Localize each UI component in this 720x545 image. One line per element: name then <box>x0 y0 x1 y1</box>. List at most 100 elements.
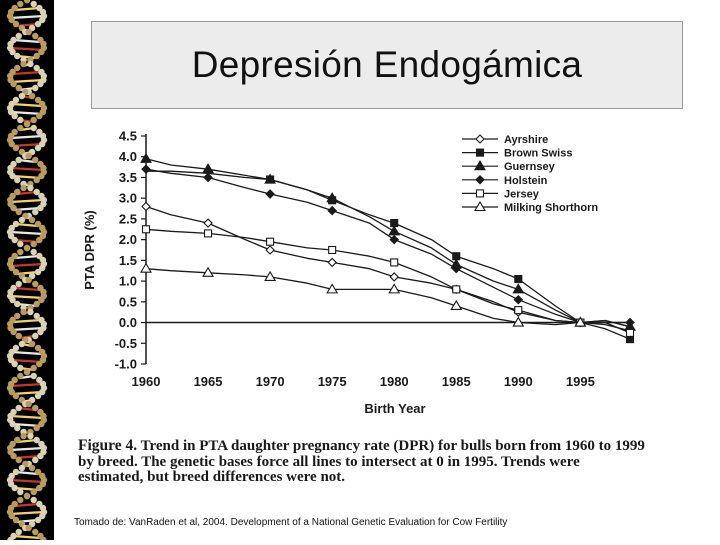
marker-holstein <box>389 234 399 245</box>
dna-rung <box>17 54 37 60</box>
dna-strand-dot <box>18 464 26 472</box>
dna-strand-dot <box>33 188 40 196</box>
dna-strand-dot <box>15 84 22 92</box>
dna-strand-dot <box>27 432 34 440</box>
dna-strand-dot <box>25 400 32 408</box>
marker-milking-shorthorn <box>326 283 339 294</box>
dna-strand-dot <box>30 124 37 132</box>
dna-strand-dot <box>36 360 43 368</box>
dna-strand-dot <box>33 424 40 432</box>
dna-strand-dot <box>10 452 17 460</box>
x-tick-label: 1990 <box>504 374 533 389</box>
dna-strand-dot <box>28 464 36 472</box>
dna-strand-dot <box>23 0 31 4</box>
dna-rung <box>10 134 44 140</box>
dna-strand-dot <box>11 236 18 244</box>
dna-strand-dot <box>14 312 21 320</box>
title-box: Depresión Endogámica <box>91 21 683 109</box>
dna-strand-dot <box>39 140 46 148</box>
dna-strand-dot <box>17 496 24 504</box>
dna-strand-dot <box>36 112 43 120</box>
dna-strand-dot <box>30 488 37 496</box>
marker-guernsey <box>202 163 215 174</box>
dna-strand-dot <box>32 84 39 92</box>
legend-label-ayrshire: Ayrshire <box>504 134 548 146</box>
dna-strand-dot <box>36 484 43 492</box>
dna-strand-dot <box>20 308 27 316</box>
x-axis-title: Birth Year <box>364 401 425 416</box>
dna-rung <box>9 14 45 20</box>
dna-strand-dot <box>12 344 20 352</box>
caption-label: Figure 4. <box>78 437 138 454</box>
marker-milking-shorthorn <box>388 283 401 294</box>
dna-strand-dot <box>34 516 42 524</box>
series-line-holstein <box>145 168 630 324</box>
dna-rung <box>9 230 45 236</box>
dna-strand-dot <box>12 20 20 28</box>
dna-rung <box>10 446 44 452</box>
marker-jersey <box>141 225 151 234</box>
dna-rung <box>9 478 45 484</box>
legend-label-jersey: Jersey <box>504 188 540 200</box>
dna-strand-dot <box>14 52 21 60</box>
marker-jersey <box>266 237 275 246</box>
y-tick-label: 2.5 <box>119 211 137 226</box>
series-line-jersey <box>145 228 631 334</box>
x-tick-label: 1980 <box>380 374 409 389</box>
dna-strand-dot <box>11 112 18 120</box>
y-tick-label: -0.5 <box>115 336 137 351</box>
dna-strand-dot <box>39 264 46 272</box>
dna-strand-dot <box>17 372 24 380</box>
dna-strand-dot <box>33 312 40 320</box>
caption-text: Trend in PTA daughter pregnancy rate (DP… <box>78 438 645 485</box>
dna-strand-dot <box>32 208 39 216</box>
marker-holstein <box>513 294 524 305</box>
dna-strand-dot <box>32 404 39 412</box>
dna-strand-dot <box>10 80 17 88</box>
dna-rung <box>10 414 44 420</box>
dna-strand-dot <box>11 360 18 368</box>
dna-strand-dot <box>23 492 31 500</box>
dna-strand-dot <box>28 340 36 348</box>
chart-axes <box>145 134 630 364</box>
dna-strand-dot <box>12 468 20 476</box>
dna-rung <box>15 22 39 28</box>
dna-strand-dot <box>12 220 20 228</box>
dna-rung <box>9 510 45 516</box>
dna-strand-dot <box>30 0 37 8</box>
marker-holstein <box>625 317 635 328</box>
dna-strand-dot <box>25 152 32 160</box>
dna-strand-dot <box>33 64 40 72</box>
y-tick-label: 0.5 <box>119 294 137 309</box>
marker-holstein <box>203 172 213 183</box>
slide-title: Depresión Endogámica <box>191 44 583 85</box>
dna-rung <box>15 470 39 476</box>
dna-strand-dot <box>30 496 37 504</box>
y-tick-label: 2.0 <box>119 232 137 247</box>
dna-strand-dot <box>17 364 24 372</box>
y-axis-title-text: PTA DPR (%) <box>82 210 97 289</box>
marker-ayrshire <box>203 218 213 228</box>
dna-rung <box>10 382 44 388</box>
dna-strand-dot <box>14 64 21 72</box>
dna-strand-dot <box>23 244 31 252</box>
dna-strand-dot <box>17 116 24 124</box>
dna-strand-dot <box>10 328 17 336</box>
dna-strand-dot <box>34 220 42 228</box>
dna-rung <box>10 326 44 332</box>
dna-strand-dot <box>33 436 40 444</box>
dna-strand-dot <box>12 268 20 276</box>
marker-holstein <box>451 263 462 274</box>
dna-rung <box>12 318 42 324</box>
x-axis-ticks: 1960 1965 1970 1975 1980 1985 1990 1995 <box>132 374 595 389</box>
dna-strand-dot <box>14 300 21 308</box>
dna-strand-dot <box>9 172 16 180</box>
dna-rung <box>17 438 37 444</box>
dna-strand-dot <box>39 16 46 24</box>
marker-guernsey <box>512 283 525 294</box>
series-markers <box>140 152 636 344</box>
legend-label-holstein: Holstein <box>504 175 548 187</box>
dna-strand-dot <box>34 268 42 276</box>
dna-strand-dot <box>33 300 40 308</box>
